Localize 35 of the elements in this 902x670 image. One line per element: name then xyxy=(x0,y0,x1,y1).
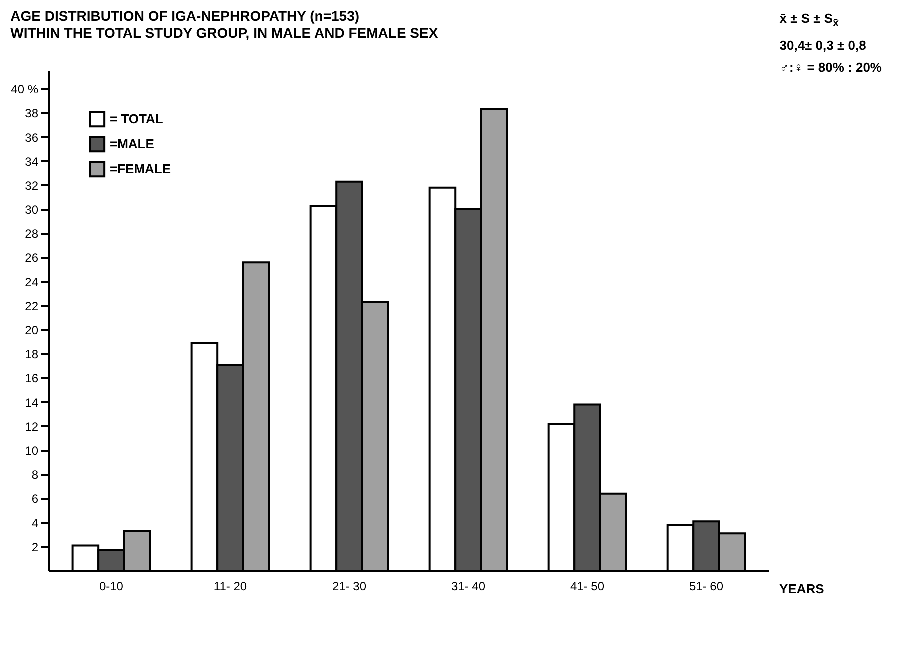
text: x̄ ± S ± S$_{x̄}$ xyxy=(780,10,840,32)
y-tick-label: 24 xyxy=(25,275,39,290)
y-tick-label: 8 xyxy=(32,468,39,482)
y-tick-label: 6 xyxy=(32,492,39,506)
chart-title: AGE DISTRIBUTION OF IGA-NEPHROPATHY (n=153) xyxy=(10,8,360,24)
y-tick-label: 20 xyxy=(25,324,39,338)
y-tick-label: 18 xyxy=(25,348,39,362)
y-tick-label: 30 xyxy=(25,203,39,218)
x-tick-label: 0-10 xyxy=(99,580,124,594)
y-tick-label: 22 xyxy=(25,299,39,314)
y-tick-label: 28 xyxy=(25,227,39,242)
x-tick-label: 21- 30 xyxy=(332,580,367,594)
y-tick-label: 36 xyxy=(25,130,39,145)
legend-label: =FEMALE xyxy=(110,162,172,176)
text: ♂:♀ = 80% : 20% xyxy=(780,58,882,77)
x-tick-label: 31- 40 xyxy=(451,580,486,594)
y-tick-label: 26 xyxy=(25,251,39,266)
y-tick-label: 34 xyxy=(25,154,39,169)
text: 30,4± 0,3 ± 0,8 xyxy=(780,36,868,55)
y-tick-label: 16 xyxy=(25,372,39,386)
y-tick-label: 4 xyxy=(32,516,39,530)
y-tick-label: 32 xyxy=(25,178,39,193)
x-axis-title: YEARS xyxy=(780,582,825,596)
x-tick-label: 41- 50 xyxy=(570,580,605,594)
chart-subtitle: WITHIN THE TOTAL STUDY GROUP, IN MALE AND FEMALE SEX xyxy=(10,25,439,41)
y-tick-label: 10 xyxy=(25,444,39,458)
y-tick-label: 40 % xyxy=(11,82,39,97)
y-tick-label: 38 xyxy=(25,106,39,121)
x-tick-label: 51- 60 xyxy=(690,580,724,594)
y-tick-label: 2 xyxy=(32,540,39,554)
y-tick-label: 12 xyxy=(25,420,39,434)
legend-label: =MALE xyxy=(110,136,155,152)
legend-label: = TOTAL xyxy=(110,112,164,126)
x-tick-label: 11- 20 xyxy=(214,580,248,594)
y-tick-label: 14 xyxy=(25,396,39,410)
